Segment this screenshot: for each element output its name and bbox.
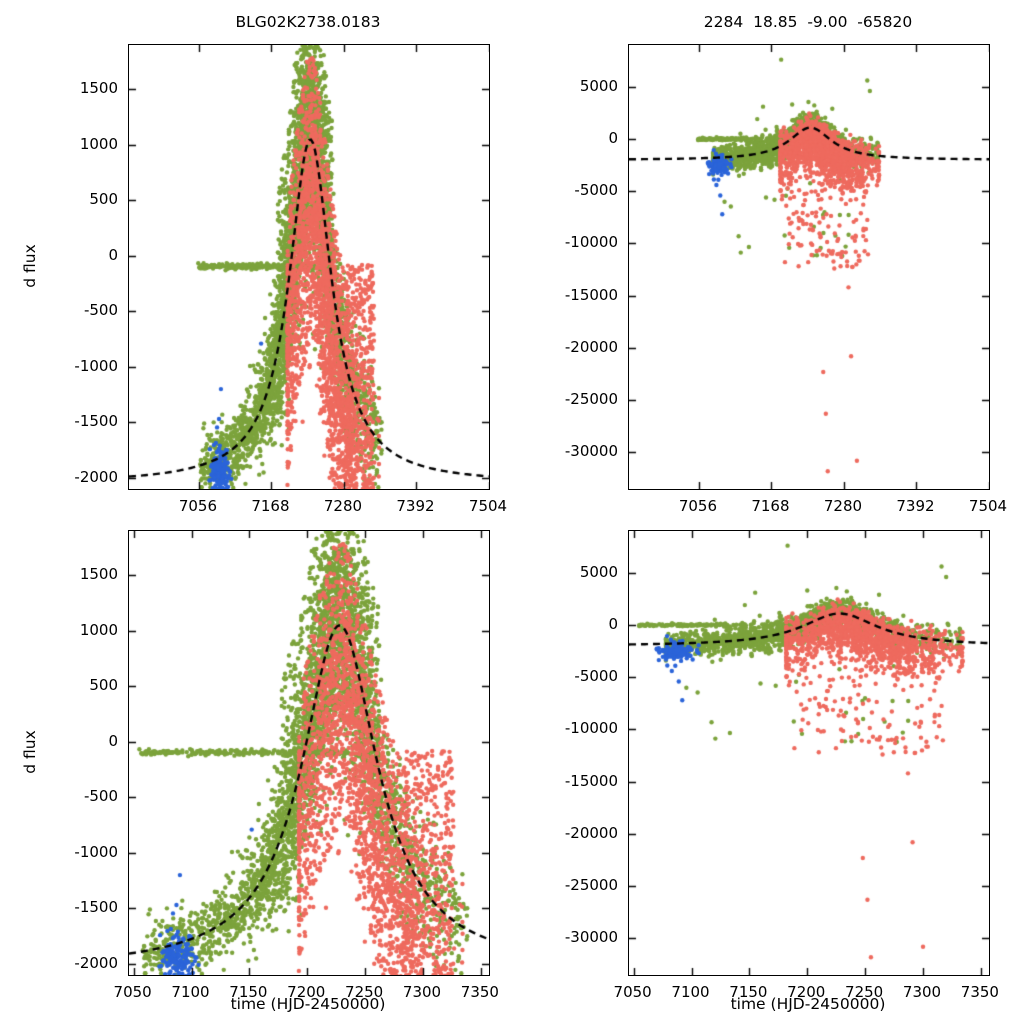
y-tick-label: -30000: [564, 928, 618, 947]
y-tick-label: 1000: [79, 620, 118, 639]
x-tick-label: 7504: [968, 497, 1008, 515]
y-tick-label: 0: [608, 129, 618, 148]
y-tick-label: -25000: [564, 876, 618, 895]
y-tick-label: -10000: [564, 719, 618, 738]
y-tick-label: -20000: [564, 823, 618, 842]
x-tick-label: 7392: [396, 497, 435, 515]
y-tick-label: 500: [89, 190, 118, 209]
y-tick-label: -500: [83, 787, 118, 806]
plot-panel-bottom-right: [628, 530, 990, 976]
y-tick-label: 1500: [79, 79, 118, 98]
y-tick-label: -20000: [564, 337, 618, 356]
plot-panel-top-right: [628, 44, 990, 490]
y-tick-label: -500: [83, 301, 118, 320]
y-tick-label: -1000: [74, 356, 118, 375]
x-tick-label: 7168: [251, 497, 290, 515]
y-tick-label: 1500: [79, 565, 118, 584]
y-axis-label-top-row: d flux: [21, 244, 39, 288]
x-tick-label: 7300: [402, 983, 442, 1001]
plot-panel-top-left: [128, 44, 490, 490]
x-tick-label: 7056: [678, 497, 718, 515]
x-tick-label: 7168: [751, 497, 790, 515]
x-axis-label-bottom-right: time (HJD-2450000): [730, 995, 886, 1013]
plot-panel-bottom-left: [128, 530, 490, 976]
x-tick-label: 7250: [345, 983, 384, 1001]
x-tick-label: 7250: [845, 983, 884, 1001]
x-tick-label: 7200: [787, 983, 826, 1001]
plot-title-left: BLG02K2738.0183: [235, 13, 381, 31]
x-tick-label: 7150: [729, 983, 768, 1001]
y-tick-label: -10000: [564, 233, 618, 252]
y-tick-label: -25000: [564, 390, 618, 409]
y-tick-label: -1000: [74, 842, 118, 861]
x-tick-label: 7350: [460, 983, 499, 1001]
y-tick-label: 5000: [579, 562, 618, 581]
x-tick-label: 7100: [171, 983, 210, 1001]
x-tick-label: 7150: [229, 983, 268, 1001]
y-tick-label: -15000: [564, 771, 618, 790]
x-tick-label: 7050: [113, 983, 152, 1001]
x-tick-label: 7350: [960, 983, 999, 1001]
x-tick-label: 7100: [671, 983, 710, 1001]
y-tick-label: -2000: [74, 953, 118, 972]
x-tick-label: 7280: [323, 497, 363, 515]
y-tick-label: 500: [89, 676, 118, 695]
y-axis-label-bottom-row: d flux: [21, 730, 39, 774]
x-tick-label: 7280: [823, 497, 863, 515]
x-tick-label: 7392: [896, 497, 935, 515]
y-tick-label: -1500: [74, 898, 118, 917]
plot-title-right: 2284 18.85 -9.00 -65820: [703, 13, 913, 31]
y-tick-label: -5000: [574, 667, 618, 686]
y-tick-label: -1500: [74, 412, 118, 431]
y-tick-label: 0: [608, 615, 618, 634]
y-tick-label: -2000: [74, 467, 118, 486]
y-tick-label: 5000: [579, 76, 618, 95]
y-tick-label: -5000: [574, 181, 618, 200]
y-tick-label: 1000: [79, 134, 118, 153]
x-tick-label: 7056: [178, 497, 218, 515]
x-axis-label-bottom-left: time (HJD-2450000): [230, 995, 386, 1013]
y-tick-label: -30000: [564, 442, 618, 461]
y-tick-label: 0: [108, 731, 118, 750]
y-tick-label: -15000: [564, 285, 618, 304]
x-tick-label: 7200: [287, 983, 326, 1001]
y-tick-label: 0: [108, 245, 118, 264]
x-tick-label: 7504: [468, 497, 508, 515]
x-tick-label: 7050: [613, 983, 652, 1001]
x-tick-label: 7300: [902, 983, 942, 1001]
